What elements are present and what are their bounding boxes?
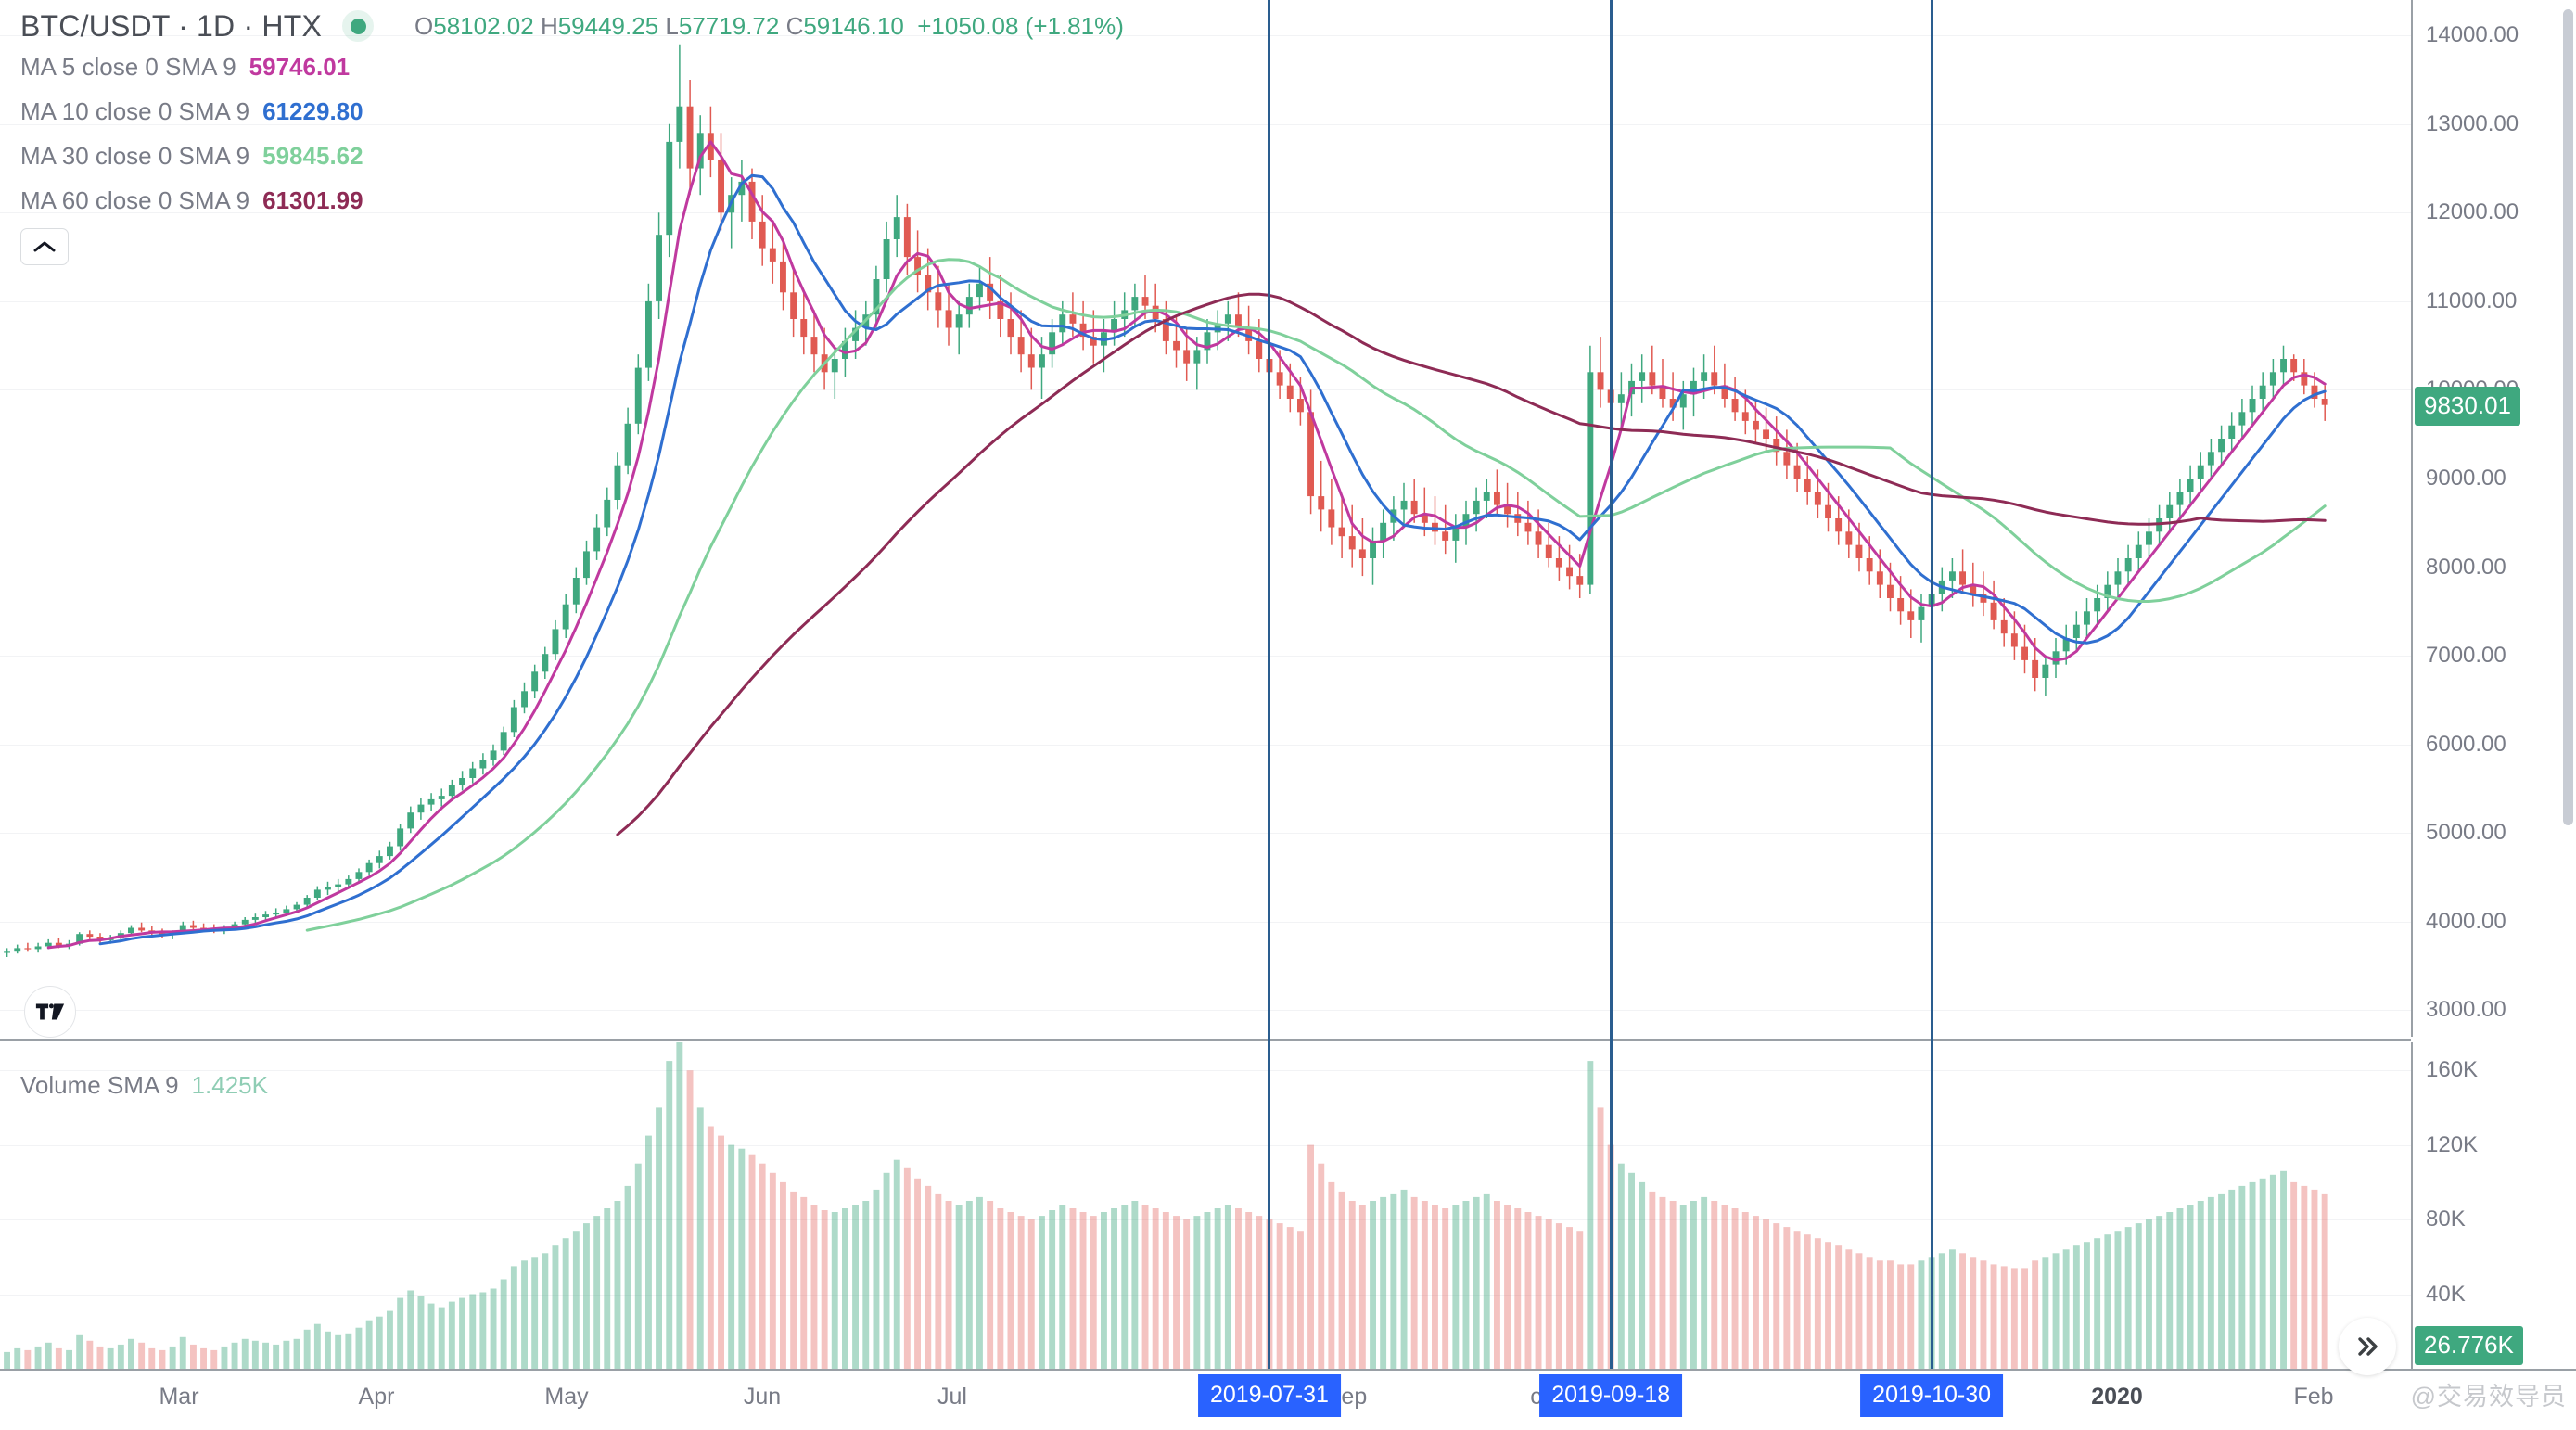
- volume-axis-label: 120K: [2426, 1131, 2479, 1157]
- gridline: [0, 300, 2411, 302]
- tradingview-logo-icon: [35, 1003, 65, 1020]
- gridline: [0, 1219, 2411, 1221]
- volume-axis-label: 160K: [2426, 1057, 2479, 1083]
- pane-separator[interactable]: [0, 1039, 2411, 1041]
- ma-legend-value: 61229.80: [262, 96, 363, 125]
- gridline: [0, 212, 2411, 214]
- date-marker-badge-3[interactable]: 2019-10-30: [1860, 1374, 2004, 1417]
- gridline: [0, 833, 2411, 835]
- gridline: [0, 921, 2411, 923]
- legend-title-row: BTC/USDT · 1D · HTX O58102.02 H59449.25 …: [20, 7, 1124, 45]
- volume-legend: Volume SMA 9 1.425K: [20, 1071, 268, 1100]
- ohlc-change: +1050.08: [917, 11, 1019, 40]
- vertical-scrollbar[interactable]: [2563, 9, 2573, 825]
- ma-legend-value: 59746.01: [249, 52, 351, 81]
- price-axis-label: 13000.00: [2426, 110, 2519, 136]
- gridline: [0, 123, 2411, 125]
- chart-legend: BTC/USDT · 1D · HTX O58102.02 H59449.25 …: [20, 7, 1124, 265]
- time-axis-label: May: [544, 1384, 589, 1410]
- ohlc-change-percent: (+1.81%): [1025, 11, 1124, 40]
- price-axis-label: 14000.00: [2426, 22, 2519, 48]
- volume-axis-label: 80K: [2426, 1207, 2466, 1232]
- ohlc-high-label: H: [540, 11, 558, 40]
- ma-legend-value: 61301.99: [262, 185, 363, 214]
- ohlc-readout: O58102.02 H59449.25 L57719.72 C59146.10 …: [414, 12, 1124, 41]
- market-open-dot-icon: [342, 10, 375, 42]
- price-axis-label: 8000.00: [2426, 554, 2506, 580]
- price-axis-label: 9000.00: [2426, 466, 2506, 491]
- ma-legend-label: MA 5 close 0 SMA 9: [20, 52, 236, 81]
- vertical-marker-line-2[interactable]: [1609, 0, 1613, 1369]
- ma-legend-row-10[interactable]: MA 10 close 0 SMA 9 61229.80: [20, 89, 1124, 134]
- gridline: [0, 1294, 2411, 1296]
- ohlc-open-label: O: [414, 11, 434, 40]
- double-chevron-right-icon: [2358, 1337, 2378, 1356]
- volume-legend-name[interactable]: Volume SMA 9: [20, 1071, 179, 1099]
- date-marker-badge-2[interactable]: 2019-09-18: [1539, 1374, 1683, 1417]
- ma-legend-value: 59845.62: [262, 141, 363, 170]
- chevron-up-icon: [33, 241, 56, 252]
- time-axis-label: Jul: [937, 1384, 967, 1410]
- time-axis-label: Feb: [2293, 1384, 2334, 1410]
- ma-legend-row-5[interactable]: MA 5 close 0 SMA 9 59746.01: [20, 45, 1124, 89]
- current-volume-badge: 26.776K: [2415, 1326, 2523, 1365]
- time-axis[interactable]: MarAprMayJunJulSepDec2020Febct2019-07-31…: [0, 1369, 2576, 1430]
- volume-chart-pane[interactable]: [0, 1042, 2411, 1369]
- ohlc-high-value: 59449.25: [557, 11, 659, 40]
- watermark: @交易效导员: [2410, 1383, 2567, 1411]
- ohlc-close-value: 59146.10: [803, 11, 904, 40]
- tradingview-logo[interactable]: [24, 986, 76, 1038]
- symbol-title[interactable]: BTC/USDT · 1D · HTX: [20, 8, 323, 43]
- gridline: [0, 656, 2411, 658]
- ma-legend-rows: MA 5 close 0 SMA 9 59746.01 MA 10 close 0 …: [20, 45, 1124, 223]
- price-axis-label: 6000.00: [2426, 731, 2506, 757]
- vertical-marker-line-1[interactable]: [1268, 0, 1271, 1369]
- ma-legend-row-30[interactable]: MA 30 close 0 SMA 9 59845.62: [20, 134, 1124, 178]
- ma-legend-label: MA 10 close 0 SMA 9: [20, 96, 250, 125]
- ma-legend-label: MA 30 close 0 SMA 9: [20, 141, 250, 170]
- gridline: [0, 1010, 2411, 1012]
- ma-legend-row-60[interactable]: MA 60 close 0 SMA 9 61301.99: [20, 178, 1124, 223]
- price-axis-label: 12000.00: [2426, 199, 2519, 225]
- date-marker-badge-1[interactable]: 2019-07-31: [1197, 1374, 1341, 1417]
- gridline: [0, 1144, 2411, 1146]
- time-axis-label: Jun: [743, 1384, 782, 1410]
- price-axis-label: 11000.00: [2426, 287, 2518, 313]
- price-axis-label: 7000.00: [2426, 643, 2506, 669]
- current-price-badge: 9830.01: [2415, 386, 2520, 426]
- gridline: [0, 744, 2411, 746]
- ohlc-close-label: C: [785, 11, 804, 40]
- volume-axis[interactable]: 160K 120K 80K 40K 26.776K: [2411, 1042, 2559, 1369]
- ohlc-low-label: L: [665, 11, 679, 40]
- price-axis-label: 3000.00: [2426, 997, 2506, 1023]
- gridline: [0, 389, 2411, 391]
- volume-legend-value: 1.425K: [191, 1071, 268, 1099]
- ohlc-low-value: 57719.72: [678, 11, 780, 40]
- ohlc-open-value: 58102.02: [433, 11, 534, 40]
- volume-axis-label: 40K: [2426, 1281, 2466, 1307]
- time-axis-label: Apr: [358, 1384, 395, 1410]
- price-axis[interactable]: 14000.0013000.0012000.0011000.0010000.00…: [2411, 0, 2559, 1037]
- price-axis-label: 5000.00: [2426, 820, 2506, 846]
- collapse-legend-button[interactable]: [20, 228, 69, 265]
- gridline: [0, 35, 2411, 37]
- time-axis-label: 2020: [2091, 1384, 2143, 1410]
- scroll-to-realtime-button[interactable]: [2339, 1318, 2396, 1375]
- vertical-marker-line-3[interactable]: [1930, 0, 1933, 1369]
- price-axis-label: 4000.00: [2426, 908, 2506, 934]
- gridline: [0, 1070, 2411, 1072]
- volume-bar-series: [4, 1042, 2328, 1369]
- ma-legend-label: MA 60 close 0 SMA 9: [20, 185, 250, 214]
- time-axis-label: Mar: [159, 1384, 199, 1410]
